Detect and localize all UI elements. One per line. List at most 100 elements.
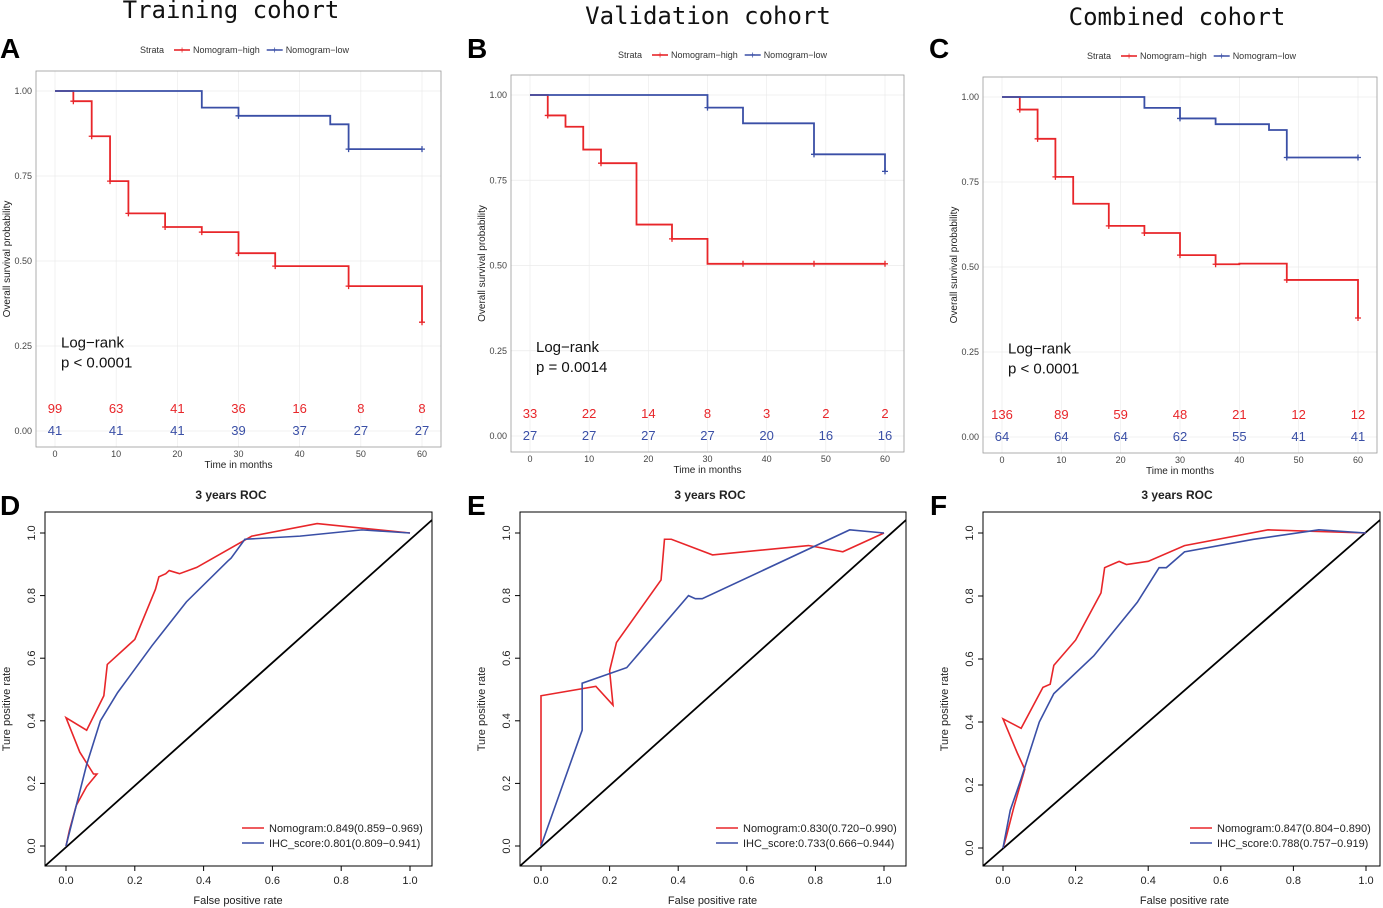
at-risk-count: 14 — [641, 406, 655, 421]
censor-mark — [107, 178, 114, 185]
y-tick-label: 0.8 — [26, 588, 38, 603]
panel-title: Training cohort — [123, 0, 340, 24]
legend-title: Strata — [1087, 51, 1111, 61]
at-risk-count: 27 — [523, 428, 537, 443]
x-tick-label: 20 — [172, 449, 182, 459]
panel-letter: F — [930, 490, 947, 521]
at-risk-count: 33 — [523, 406, 537, 421]
legend-label: Nomogram−low — [764, 50, 828, 60]
censor-mark — [1034, 135, 1041, 142]
y-tick-label: 0.50 — [14, 256, 32, 266]
roc-curve-ihc-score — [1002, 529, 1367, 849]
legend-swatch-cross: + — [1219, 52, 1225, 63]
km-curve-low — [1002, 96, 1358, 159]
x-tick-label: 0.4 — [1141, 875, 1156, 887]
y-tick-label: 1.00 — [489, 90, 507, 100]
panel-title: Combined cohort — [1069, 3, 1286, 31]
at-risk-count: 12 — [1351, 407, 1365, 422]
at-risk-count: 27 — [582, 428, 596, 443]
y-axis-label: Overall survival probability — [477, 205, 488, 322]
y-tick-label: 0.25 — [489, 346, 507, 356]
p-value: p < 0.0001 — [61, 354, 132, 371]
roc-curve-nomogram — [64, 522, 411, 847]
y-tick-label: 0.25 — [14, 341, 32, 351]
x-axis-label: Time in months — [205, 460, 273, 471]
legend-label: Nomogram:0.830(0.720−0.990) — [743, 823, 897, 835]
roc-curve-ihc-score — [540, 529, 885, 847]
x-tick-label: 0.2 — [1068, 875, 1083, 887]
censor-mark — [1052, 173, 1059, 180]
y-tick-label: 0.2 — [501, 776, 513, 791]
y-tick-label: 0.00 — [961, 432, 979, 442]
legend-label: Nomogram−low — [1233, 51, 1297, 61]
legend-label: IHC_score:0.788(0.757−0.919) — [1217, 838, 1368, 850]
km-panel-b: Validation cohort B Strata + Nomogram−high + N… — [467, 2, 905, 476]
censor-mark — [345, 283, 352, 290]
y-tick-label: 0.75 — [14, 171, 32, 181]
x-tick-label: 0.4 — [671, 875, 686, 887]
plot-frame — [510, 74, 905, 453]
panel-letter: A — [0, 33, 20, 64]
y-tick-label: 0.0 — [26, 838, 38, 853]
x-axis-label: False positive rate — [668, 895, 757, 907]
at-risk-count: 22 — [582, 406, 596, 421]
x-tick-label: 60 — [1353, 455, 1363, 465]
x-tick-label: 30 — [1175, 455, 1185, 465]
at-risk-count: 55 — [1232, 429, 1246, 444]
censor-mark — [419, 319, 425, 326]
x-tick-label: 10 — [584, 454, 594, 464]
at-risk-count: 20 — [759, 428, 773, 443]
y-tick-label: 1.0 — [26, 525, 38, 540]
at-risk-count: 36 — [231, 401, 245, 416]
panel-letter: B — [467, 33, 487, 64]
x-tick-label: 30 — [233, 449, 243, 459]
y-tick-label: 1.00 — [14, 86, 32, 96]
censor-mark — [1212, 261, 1219, 268]
y-tick-label: 0.75 — [489, 175, 507, 185]
censor-mark — [1105, 222, 1112, 229]
legend-label: Nomogram:0.847(0.804−0.890) — [1217, 823, 1371, 835]
censor-mark — [740, 260, 746, 267]
censor-mark — [598, 160, 604, 167]
censor-mark — [345, 146, 352, 153]
x-tick-label: 1.0 — [1358, 875, 1373, 887]
at-risk-count: 27 — [641, 428, 655, 443]
x-tick-label: 50 — [356, 449, 366, 459]
plot-frame — [35, 70, 442, 448]
at-risk-count: 41 — [48, 423, 62, 438]
x-tick-label: 30 — [702, 454, 712, 464]
at-risk-count: 8 — [704, 406, 711, 421]
x-tick-label: 40 — [295, 449, 305, 459]
censor-mark — [125, 210, 132, 217]
legend-title: Strata — [618, 50, 642, 60]
y-tick-label: 0.00 — [489, 431, 507, 441]
censor-mark — [162, 224, 169, 230]
x-tick-label: 0 — [527, 454, 532, 464]
y-axis-label: Ture positive rate — [939, 667, 951, 752]
at-risk-count: 99 — [48, 401, 62, 416]
at-risk-count: 27 — [700, 428, 714, 443]
plot-frame — [519, 511, 907, 867]
x-tick-label: 20 — [643, 454, 653, 464]
roc-panel-d: 3 years ROC D 0.0 0.2 0.4 0.6 0.8 1.0 0.0 0.2 0.4 0… — [0, 488, 433, 907]
x-axis-label: Time in months — [1146, 466, 1214, 477]
km-curve-low — [55, 90, 422, 151]
roc-curve-nomogram — [1001, 529, 1367, 849]
censor-mark — [669, 235, 675, 242]
at-risk-count: 63 — [109, 401, 123, 416]
censor-mark — [1177, 252, 1183, 259]
x-tick-label: 50 — [821, 454, 831, 464]
censor-mark — [1355, 154, 1361, 161]
reference-diagonal — [519, 519, 907, 867]
at-risk-count: 41 — [170, 401, 184, 416]
logrank-label: Log−rank — [1008, 340, 1071, 357]
at-risk-count: 37 — [292, 423, 306, 438]
y-tick-label: 1.00 — [961, 92, 979, 102]
censor-mark — [1355, 315, 1361, 321]
x-tick-label: 1.0 — [876, 875, 891, 887]
y-tick-label: 0.50 — [961, 262, 979, 272]
censor-mark — [419, 146, 425, 153]
at-risk-count: 39 — [231, 423, 245, 438]
y-tick-label: 0.8 — [964, 588, 976, 603]
legend-swatch-cross: + — [1126, 52, 1132, 63]
